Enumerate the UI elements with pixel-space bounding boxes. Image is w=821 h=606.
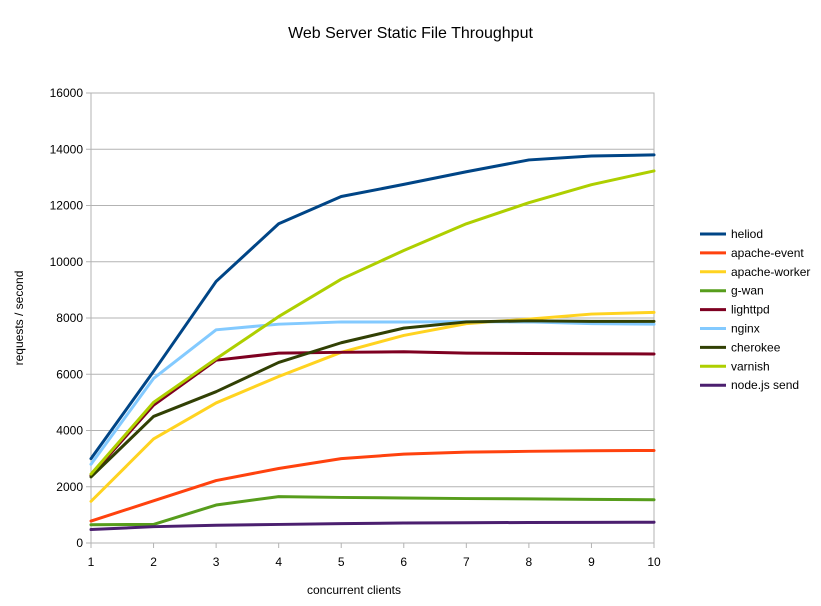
x-tick-label: 2: [150, 555, 157, 569]
legend-label: node.js send: [731, 378, 799, 392]
y-axis-label: requests / second: [12, 271, 26, 366]
legend-label: heliod: [731, 227, 763, 241]
y-tick-label: 8000: [56, 311, 83, 325]
series-line-g-wan: [89, 495, 656, 527]
y-tick-label: 10000: [50, 255, 84, 269]
series-line-lighttpd: [89, 350, 656, 477]
x-tick-label: 6: [400, 555, 407, 569]
y-tick-label: 16000: [50, 86, 84, 100]
x-tick-label: 9: [588, 555, 595, 569]
x-axis-label: concurrent clients: [307, 583, 401, 597]
series-lines: [89, 153, 656, 531]
series-line-node-js-send: [89, 520, 656, 531]
series-line-apache-worker: [89, 310, 656, 503]
gridlines: [91, 92, 654, 544]
y-tick-label: 14000: [50, 142, 84, 156]
y-tick-label: 4000: [56, 424, 83, 438]
legend-label: varnish: [731, 359, 770, 373]
x-tick-label: 8: [526, 555, 533, 569]
chart-title: Web Server Static File Throughput: [288, 25, 533, 42]
legend-label: apache-worker: [731, 265, 810, 279]
legend-label: apache-event: [731, 246, 804, 260]
legend-label: nginx: [731, 322, 760, 336]
x-tick-label: 10: [647, 555, 661, 569]
series-line-heliod: [89, 153, 656, 461]
y-tick-label: 2000: [56, 480, 83, 494]
y-axis-ticks: 0 2000 4000 6000 8000 10000 12000 14000 16000: [50, 86, 91, 550]
x-tick-label: 3: [213, 555, 220, 569]
y-tick-label: 6000: [56, 367, 83, 381]
x-axis-ticks: 1 2 3 4 5 6 7 8 9 10: [88, 543, 661, 569]
y-tick-label: 0: [76, 536, 83, 550]
series-line-nginx: [89, 320, 656, 466]
series-line-apache-event: [89, 448, 656, 523]
series-line-varnish: [89, 169, 656, 476]
x-tick-label: 5: [338, 555, 345, 569]
y-tick-label: 12000: [50, 199, 84, 213]
legend-label: lighttpd: [731, 303, 770, 317]
x-tick-label: 1: [88, 555, 95, 569]
legend: heliod apache-event apache-worker g-wan ligh…: [700, 227, 810, 392]
x-tick-label: 7: [463, 555, 470, 569]
legend-label: cherokee: [731, 340, 781, 354]
x-tick-label: 4: [275, 555, 282, 569]
series-line-cherokee: [89, 319, 656, 479]
legend-label: g-wan: [731, 284, 764, 298]
